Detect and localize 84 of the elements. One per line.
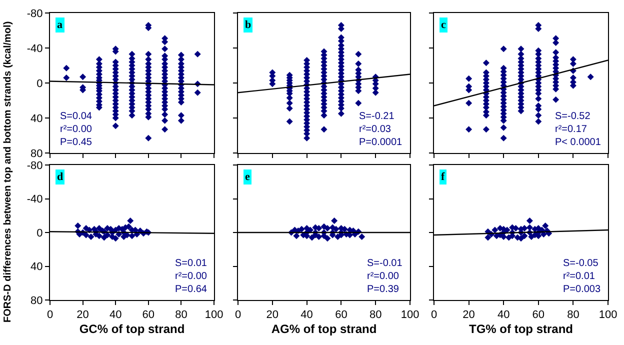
point <box>521 232 528 240</box>
x-tick-label: 0 <box>46 309 54 322</box>
point <box>298 226 305 232</box>
x-tick-label: 40 <box>109 309 122 322</box>
y-tick-label: 40 <box>30 261 43 274</box>
annotation: c <box>441 19 446 31</box>
x-axis-title: TG% of top strand <box>469 322 573 336</box>
point <box>324 235 331 242</box>
y-tick-label: 40 <box>30 112 43 125</box>
annotation: P=0.45 <box>60 137 92 148</box>
point <box>358 233 366 240</box>
x-axis-title: AG% of top strand <box>271 322 377 336</box>
annotation: S=0.01 <box>175 258 208 269</box>
x-tick-label: 80 <box>175 309 188 322</box>
point <box>512 225 520 232</box>
y-tick-label: 80 <box>30 294 43 307</box>
x-axis-title: GC% of top strand <box>79 322 185 336</box>
x-tick-label: 100 <box>204 309 224 322</box>
point <box>74 222 82 229</box>
x-tick-label: 0 <box>430 309 438 322</box>
point <box>526 217 533 224</box>
y-tick-label: -80 <box>26 8 43 20</box>
annotation: P=0.0001 <box>359 137 403 148</box>
x-tick-label: 100 <box>400 309 420 322</box>
x-tick-label: 80 <box>369 309 382 322</box>
point <box>82 232 90 238</box>
y-tick-label: 0 <box>36 78 43 90</box>
annotation: d <box>57 171 64 183</box>
x-tick-label: 60 <box>532 309 545 322</box>
y-tick-label: 80 <box>30 148 43 160</box>
x-tick-label: 20 <box>76 309 89 322</box>
annotation: P=0.003 <box>563 284 601 295</box>
x-tick-label: 20 <box>266 309 279 322</box>
point <box>112 235 119 242</box>
point <box>331 217 338 224</box>
point <box>293 232 300 240</box>
annotation: r²=0.00 <box>175 271 208 282</box>
annotation: S=-0.05 <box>563 258 599 269</box>
point <box>521 225 528 232</box>
y-tick-label: 0 <box>36 227 43 240</box>
point <box>332 226 340 232</box>
point <box>316 225 322 232</box>
annotation: r²=0.01 <box>563 271 596 282</box>
point <box>96 225 102 232</box>
x-tick-label: 60 <box>142 309 155 322</box>
annotation: P=0.64 <box>175 284 208 295</box>
x-tick-label: 20 <box>462 309 475 322</box>
y-tick-label: -40 <box>26 42 43 55</box>
point <box>542 222 549 229</box>
point <box>526 224 533 231</box>
annotation: a <box>57 19 63 31</box>
point <box>316 233 322 240</box>
annotation: S=-0.52 <box>555 111 591 122</box>
point <box>100 234 108 241</box>
x-tick-label: 40 <box>497 309 510 322</box>
point <box>88 233 94 240</box>
annotation: P=0.39 <box>367 284 400 295</box>
annotation: r²=0.17 <box>555 124 588 135</box>
annotation: S=0.04 <box>60 111 92 122</box>
annotation: f <box>441 171 445 183</box>
annotation: r²=0.03 <box>359 124 392 135</box>
x-tick-label: 80 <box>567 309 580 322</box>
x-tick-label: 0 <box>234 309 242 322</box>
annotation: S=-0.21 <box>359 111 395 122</box>
point <box>492 226 498 234</box>
annotation: S=-0.01 <box>367 258 403 269</box>
y-tick-label: -40 <box>26 194 43 206</box>
annotation: r²=0.00 <box>60 124 92 135</box>
annotation: P< 0.0001 <box>555 137 602 148</box>
point <box>324 225 331 232</box>
x-tick-label: 60 <box>335 309 348 322</box>
point <box>484 234 492 241</box>
point <box>96 232 102 240</box>
x-tick-label: 40 <box>300 309 313 322</box>
point <box>127 217 134 224</box>
point <box>128 232 136 240</box>
y-tick-label: -80 <box>26 160 43 172</box>
annotation: e <box>245 171 250 183</box>
x-tick-label: 100 <box>598 309 618 322</box>
y-axis-title: FORS-D differences between top and bottom strands (kcal/mol) <box>2 21 14 322</box>
point <box>104 232 111 238</box>
point <box>308 234 316 241</box>
annotation: r²=0.00 <box>367 271 400 282</box>
annotation: b <box>245 19 252 31</box>
